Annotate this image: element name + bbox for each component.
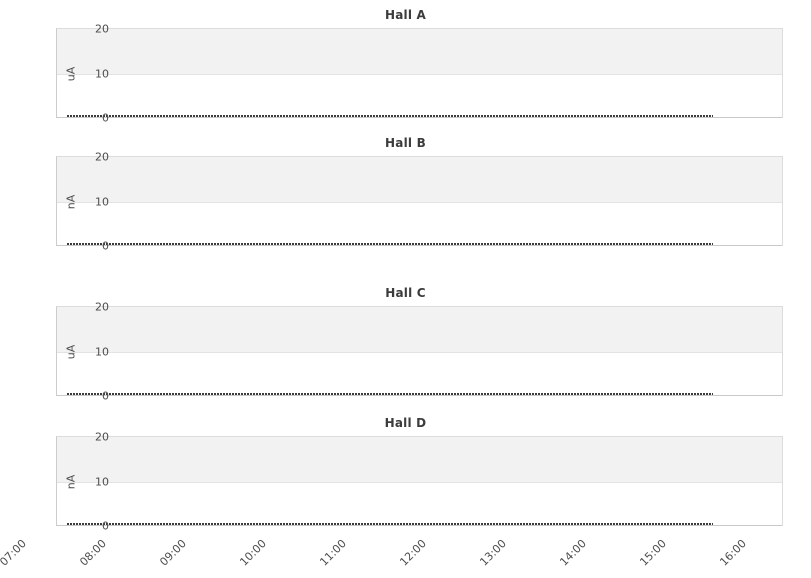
panel-title-hall-a: Hall A [384, 8, 427, 22]
shaded-band-hall-a [57, 29, 782, 74]
series-line-hall-c [67, 393, 713, 396]
panel-title-hall-c: Hall C [385, 286, 426, 300]
y-tick-10-hall-a: 10 [95, 67, 109, 80]
series-line-hall-b [67, 243, 713, 246]
y-axis-hall-b: 20 10 0 nA [57, 152, 110, 252]
x-tick-7: 14:00 [557, 537, 589, 569]
y-axis-hall-a: 20 10 0 uA [57, 24, 110, 124]
y-axis-hall-c: 20 10 0 uA [57, 302, 110, 402]
plot-area-hall-c: 20 10 0 uA [56, 302, 783, 402]
y-axis-label-hall-c: uA [64, 344, 78, 359]
gridline-10-hall-a [57, 73, 782, 75]
y-tick-10-hall-b: 10 [95, 195, 109, 208]
shaded-band-hall-b [57, 157, 782, 202]
series-line-hall-d [67, 523, 713, 526]
x-tick-8: 15:00 [637, 537, 669, 569]
gridline-10-hall-b [57, 201, 782, 203]
panel-title-hall-d: Hall D [384, 416, 427, 430]
shaded-band-hall-d [57, 437, 782, 482]
y-tick-0-hall-c: 0 [102, 389, 109, 403]
plot-area-hall-b: 20 10 0 nA [56, 152, 783, 252]
gridline-10-hall-c [57, 351, 782, 353]
y-tick-0-hall-d: 0 [102, 519, 109, 533]
x-tick-2: 09:00 [157, 537, 189, 569]
panel-hall-c: Hall C 20 10 0 uA [0, 286, 811, 402]
x-tick-3: 10:00 [237, 537, 269, 569]
plot-area-hall-a: 20 10 0 uA [56, 24, 783, 124]
y-tick-10-hall-d: 10 [95, 475, 109, 488]
x-tick-6: 13:00 [477, 537, 509, 569]
shaded-band-hall-c [57, 307, 782, 352]
x-tick-0: 07:00 [0, 537, 29, 569]
y-tick-20-hall-b: 20 [95, 150, 109, 164]
y-axis-label-hall-b: nA [64, 194, 78, 209]
x-tick-5: 12:00 [397, 537, 429, 569]
series-line-hall-a [67, 115, 713, 118]
x-tick-1: 08:00 [77, 537, 109, 569]
y-tick-0-hall-a: 0 [102, 111, 109, 125]
y-tick-20-hall-d: 20 [95, 430, 109, 444]
y-tick-0-hall-b: 0 [102, 239, 109, 253]
gridline-10-hall-d [57, 481, 782, 483]
y-axis-label-hall-a: uA [64, 66, 78, 81]
y-tick-20-hall-a: 20 [95, 22, 109, 36]
y-tick-20-hall-c: 20 [95, 300, 109, 314]
plot-area-hall-d: 20 10 0 nA [56, 432, 783, 532]
panel-title-hall-b: Hall B [385, 136, 426, 150]
panel-hall-b: Hall B 20 10 0 nA [0, 136, 811, 252]
panel-hall-a: Hall A 20 10 0 uA [0, 8, 811, 124]
y-axis-hall-d: 20 10 0 nA [57, 432, 110, 532]
x-tick-9: 16:00 [717, 537, 749, 569]
x-tick-4: 11:00 [317, 537, 349, 569]
panel-hall-d: Hall D 20 10 0 nA [0, 416, 811, 532]
x-axis-time: 07:00 08:00 09:00 10:00 11:00 12:00 13:0… [0, 533, 811, 578]
y-axis-label-hall-d: nA [64, 474, 78, 489]
y-tick-10-hall-c: 10 [95, 345, 109, 358]
